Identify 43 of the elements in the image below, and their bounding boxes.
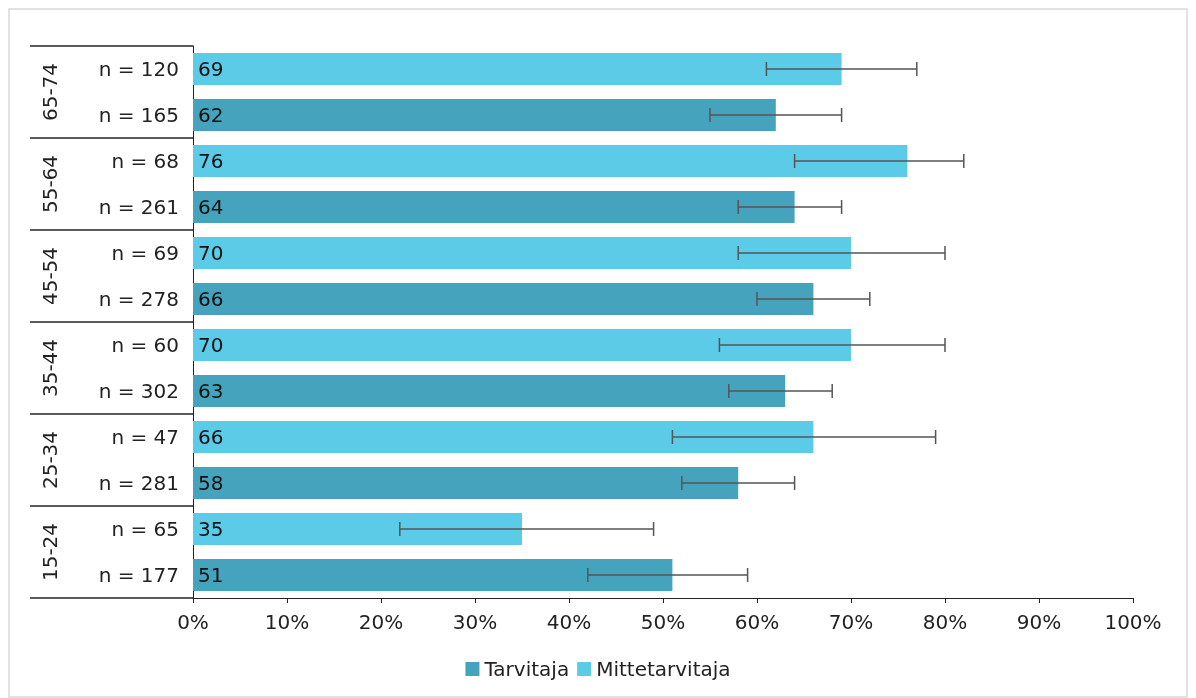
text: 55-64 xyxy=(38,154,62,214)
data-label: 62 xyxy=(198,103,224,127)
legend-label: Tarvitaja xyxy=(483,657,570,681)
x-tick-label: 30% xyxy=(452,610,498,634)
x-tick-label: 60% xyxy=(734,610,780,634)
legend-label: Mittetarvitaja xyxy=(596,657,731,681)
text: 35-44 xyxy=(38,338,62,398)
data-label: 35 xyxy=(198,517,224,541)
data-label: 66 xyxy=(198,425,224,449)
y-tick-label: n = 69 xyxy=(111,241,179,265)
text: 15-24 xyxy=(38,522,62,582)
data-label: 64 xyxy=(198,195,224,219)
data-label: 63 xyxy=(198,379,224,403)
x-tick-label: 50% xyxy=(640,610,686,634)
data-label: 76 xyxy=(198,149,224,173)
data-label: 69 xyxy=(198,57,224,81)
x-tick-label: 10% xyxy=(264,610,310,634)
data-label: 58 xyxy=(198,471,224,495)
x-tick-label: 80% xyxy=(922,610,968,634)
text: 65-74 xyxy=(38,62,62,122)
x-tick-label: 90% xyxy=(1016,610,1062,634)
x-tick-label: 40% xyxy=(546,610,592,634)
x-tick-label: 100% xyxy=(1104,610,1162,634)
y-tick-label: n = 278 xyxy=(98,287,179,311)
data-label: 51 xyxy=(198,563,224,587)
y-tick-label: n = 65 xyxy=(111,517,179,541)
y-tick-label: n = 302 xyxy=(98,379,179,403)
x-tick-label: 20% xyxy=(358,610,404,634)
y-tick-label: n = 60 xyxy=(111,333,179,357)
y-tick-label: n = 261 xyxy=(98,195,179,219)
y-tick-label: n = 47 xyxy=(111,425,179,449)
x-tick-label: 0% xyxy=(177,610,209,634)
y-tick-label: n = 120 xyxy=(98,57,179,81)
y-tick-label: n = 165 xyxy=(98,103,179,127)
y-tick-label: n = 177 xyxy=(98,563,179,587)
data-label: 66 xyxy=(198,287,224,311)
data-label: 70 xyxy=(198,333,224,357)
x-tick-label: 70% xyxy=(828,610,874,634)
y-tick-label: n = 281 xyxy=(98,471,179,495)
text: 45-54 xyxy=(38,246,62,306)
y-tick-label: n = 68 xyxy=(111,149,179,173)
text: 25-34 xyxy=(38,430,62,490)
data-label: 70 xyxy=(198,241,224,265)
